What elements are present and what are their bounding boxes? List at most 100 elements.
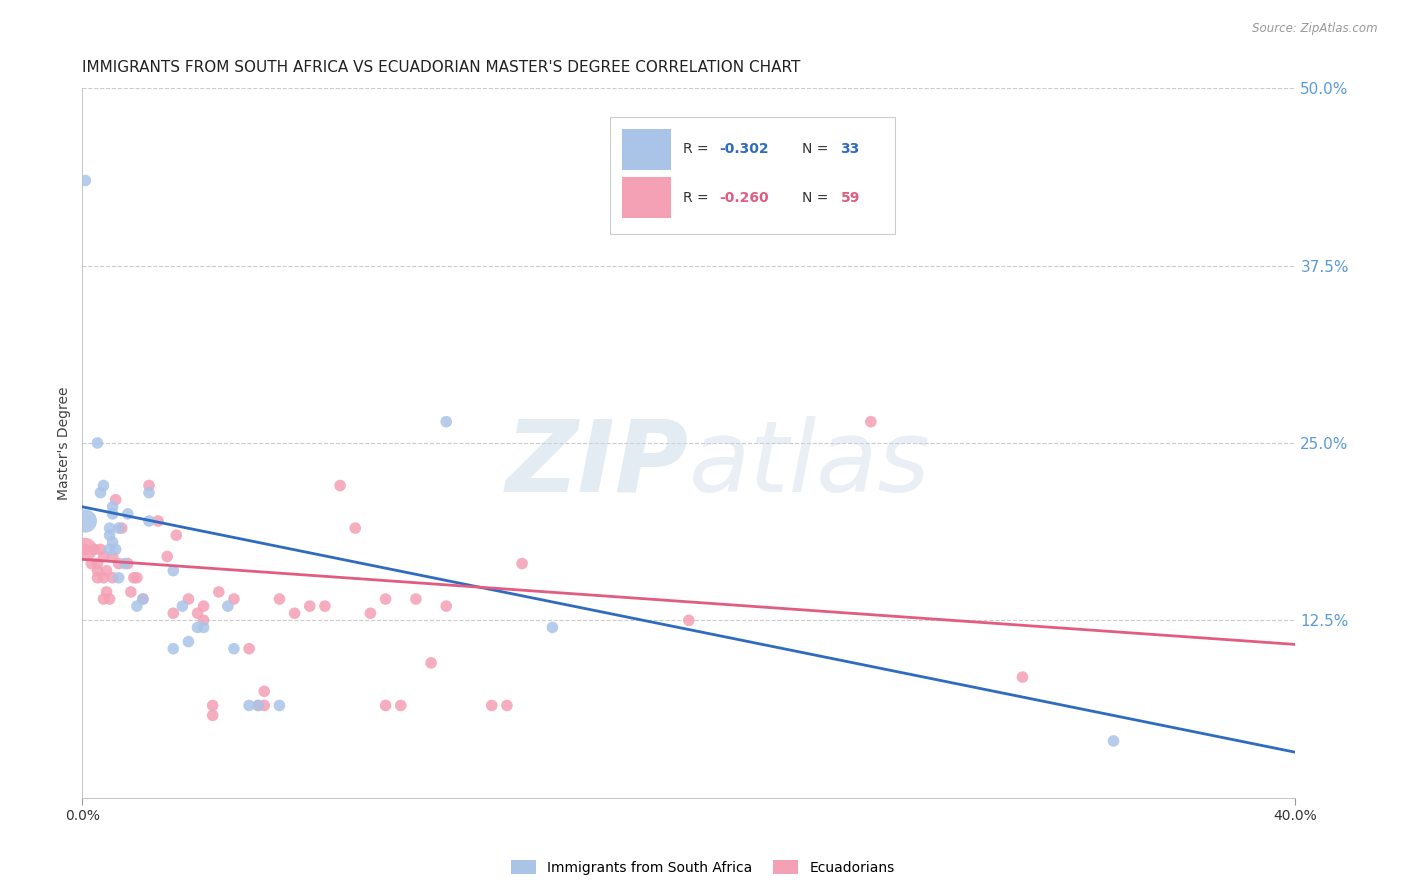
Text: -0.260: -0.260	[720, 191, 769, 204]
Text: N =: N =	[801, 191, 832, 204]
Text: -0.302: -0.302	[720, 143, 769, 156]
Text: N =: N =	[801, 143, 832, 156]
Point	[186, 620, 208, 634]
Point	[101, 500, 124, 514]
Point	[93, 592, 115, 607]
Point	[107, 557, 129, 571]
Point	[177, 592, 200, 607]
Point	[122, 571, 145, 585]
Point	[107, 521, 129, 535]
Point	[222, 641, 245, 656]
Point	[111, 521, 134, 535]
Point	[253, 698, 276, 713]
Point	[222, 592, 245, 607]
Point	[104, 542, 127, 557]
Point	[132, 592, 155, 607]
Point	[217, 599, 239, 614]
Point	[98, 528, 121, 542]
Y-axis label: Master's Degree: Master's Degree	[58, 386, 72, 500]
Legend: Immigrants from South Africa, Ecuadorians: Immigrants from South Africa, Ecuadorian…	[506, 855, 900, 880]
Text: IMMIGRANTS FROM SOUTH AFRICA VS ECUADORIAN MASTER'S DEGREE CORRELATION CHART: IMMIGRANTS FROM SOUTH AFRICA VS ECUADORI…	[83, 60, 800, 75]
Point	[104, 492, 127, 507]
Point	[114, 557, 136, 571]
FancyBboxPatch shape	[610, 117, 896, 234]
Point	[1102, 734, 1125, 748]
Point	[146, 514, 169, 528]
Point	[247, 698, 270, 713]
Point	[96, 585, 118, 599]
Point	[434, 415, 457, 429]
Point	[420, 656, 443, 670]
Point	[89, 542, 111, 557]
FancyBboxPatch shape	[621, 177, 671, 218]
Point	[98, 521, 121, 535]
Point	[186, 606, 208, 620]
Point	[138, 478, 160, 492]
Point	[859, 415, 882, 429]
Point	[98, 542, 121, 557]
Text: R =: R =	[683, 191, 713, 204]
Point	[107, 571, 129, 585]
Point	[541, 620, 564, 634]
Point	[359, 606, 381, 620]
Point	[93, 571, 115, 585]
Point	[75, 542, 97, 557]
Point	[269, 592, 291, 607]
Point	[405, 592, 427, 607]
Point	[238, 641, 260, 656]
Point	[193, 613, 215, 627]
Point	[1011, 670, 1033, 684]
Point	[138, 485, 160, 500]
Point	[208, 585, 231, 599]
Point	[193, 620, 215, 634]
Point	[434, 599, 457, 614]
Point	[83, 542, 105, 557]
Point	[329, 478, 352, 492]
Point	[101, 549, 124, 564]
Point	[165, 528, 187, 542]
Text: atlas: atlas	[689, 416, 931, 513]
Point	[314, 599, 336, 614]
Text: 33: 33	[841, 143, 860, 156]
Point	[138, 514, 160, 528]
Point	[678, 613, 700, 627]
Text: R =: R =	[683, 143, 713, 156]
Point	[132, 592, 155, 607]
Point	[374, 592, 396, 607]
Point	[344, 521, 367, 535]
Text: ZIP: ZIP	[506, 416, 689, 513]
Point	[177, 634, 200, 648]
Point	[162, 606, 184, 620]
Point	[125, 571, 148, 585]
Point	[120, 585, 142, 599]
Point	[117, 507, 139, 521]
Point	[101, 535, 124, 549]
Point	[481, 698, 503, 713]
Point	[101, 571, 124, 585]
Point	[75, 173, 97, 187]
Text: 59: 59	[841, 191, 860, 204]
Point	[253, 684, 276, 698]
Text: Source: ZipAtlas.com: Source: ZipAtlas.com	[1253, 22, 1378, 36]
Point	[269, 698, 291, 713]
Point	[156, 549, 179, 564]
Point	[172, 599, 194, 614]
Point	[496, 698, 519, 713]
Point	[389, 698, 412, 713]
Point	[93, 549, 115, 564]
Point	[238, 698, 260, 713]
Point	[374, 698, 396, 713]
Point	[117, 557, 139, 571]
Point	[86, 564, 108, 578]
Point	[96, 564, 118, 578]
Point	[75, 514, 97, 528]
Point	[80, 557, 103, 571]
Point	[193, 599, 215, 614]
Point	[86, 436, 108, 450]
FancyBboxPatch shape	[621, 128, 671, 169]
Point	[162, 641, 184, 656]
Point	[201, 708, 224, 723]
Point	[93, 478, 115, 492]
Point	[510, 557, 533, 571]
Point	[75, 542, 97, 557]
